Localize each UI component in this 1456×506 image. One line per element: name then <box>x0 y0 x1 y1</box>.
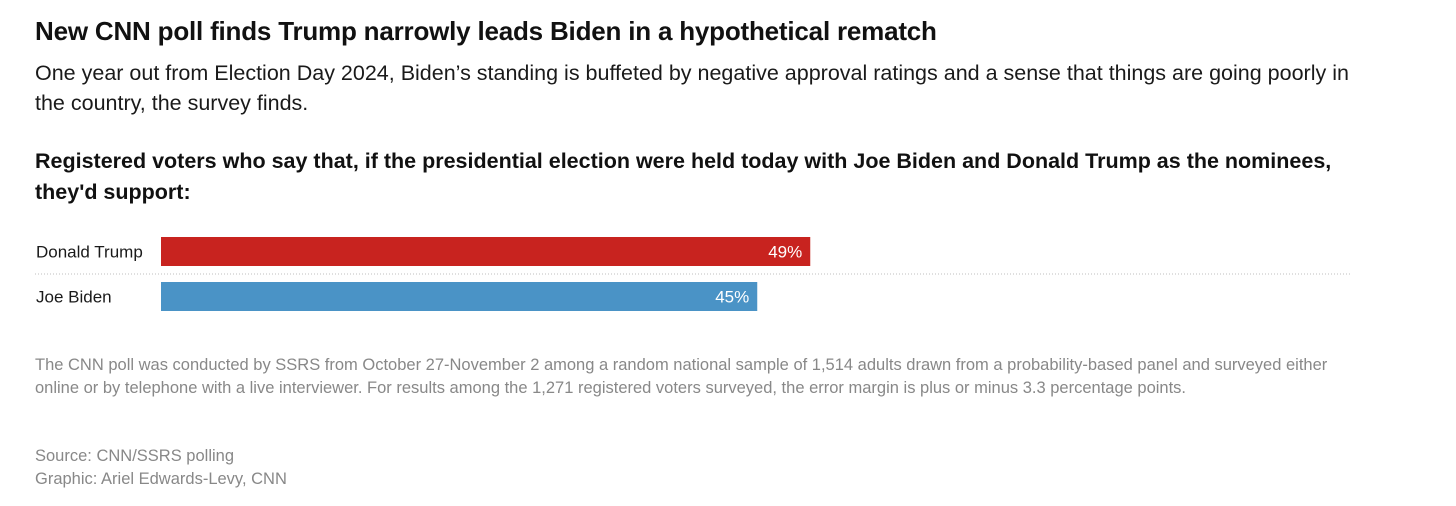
graphic-credit: Graphic: Ariel Edwards-Levy, CNN <box>35 470 287 488</box>
bar <box>161 282 758 311</box>
value-label: 45% <box>715 288 749 307</box>
methodology-note: The CNN poll was conducted by SSRS from … <box>35 356 1328 397</box>
bar-row-joe-biden: Joe Biden 45% <box>36 282 758 311</box>
category-label: Joe Biden <box>36 288 112 307</box>
source-credit: Source: CNN/SSRS polling <box>35 447 234 465</box>
poll-question: Registered voters who say that, if the p… <box>35 149 1332 204</box>
bar-chart: Donald Trump 49% Joe Biden 45% <box>35 237 1350 311</box>
value-label: 49% <box>768 243 802 262</box>
chart-subtitle: One year out from Election Day 2024, Bid… <box>35 61 1349 115</box>
bar-row-donald-trump: Donald Trump 49% <box>36 237 811 266</box>
chart-title: New CNN poll finds Trump narrowly leads … <box>35 16 937 46</box>
bar <box>161 237 811 266</box>
category-label: Donald Trump <box>36 243 143 262</box>
credits: Source: CNN/SSRS polling Graphic: Ariel … <box>35 445 287 491</box>
